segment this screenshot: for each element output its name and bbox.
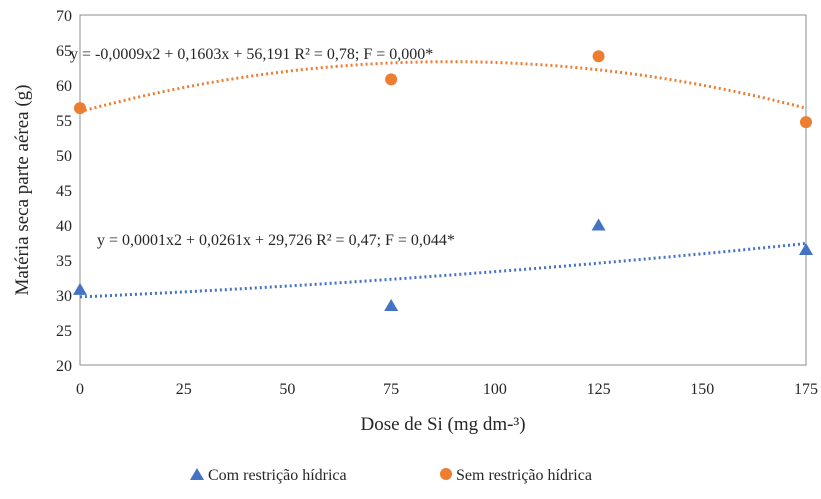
- y-tick-label: 25: [56, 323, 72, 340]
- y-tick-label: 45: [56, 183, 72, 200]
- y-tick-label: 40: [56, 218, 72, 235]
- y-tick-label: 50: [56, 148, 72, 165]
- y-axis-title: Matéria seca parte aérea (g): [12, 85, 33, 296]
- trendlines: [79, 60, 807, 299]
- trendline-series-0: [79, 242, 807, 299]
- data-points: [73, 50, 813, 311]
- y-tick-label: 30: [56, 288, 72, 305]
- x-tick-label: 50: [279, 381, 295, 398]
- data-point-series-1: [74, 102, 86, 115]
- y-tick-label: 20: [56, 358, 72, 375]
- x-axis-ticks: 0 25 50 75 100 125 150 175: [76, 381, 818, 398]
- legend-triangle-marker: [190, 468, 204, 480]
- x-tick-label: 0: [76, 381, 84, 398]
- legend-label-sem-restricao: Sem restrição hídrica: [456, 467, 592, 484]
- data-point-series-0: [799, 243, 813, 255]
- data-point-series-1: [385, 73, 398, 86]
- trendline-series-1: [79, 60, 807, 114]
- x-tick-label: 125: [587, 381, 611, 398]
- x-tick-label: 150: [690, 381, 714, 398]
- y-tick-label: 65: [56, 43, 72, 60]
- y-tick-label: 60: [56, 78, 72, 95]
- y-tick-label: 55: [56, 113, 72, 130]
- data-point-series-0: [591, 218, 606, 231]
- equation-sem-restricao: y = -0,0009x2 + 0,1603x + 56,191 R² = 0,…: [70, 46, 433, 63]
- y-axis-ticks: 20 25 30 35 40 45 50 55 60 65 70: [56, 8, 72, 375]
- y-tick-label: 35: [56, 253, 72, 270]
- plot-area-frame: [79, 14, 807, 366]
- equation-com-restricao: y = 0,0001x2 + 0,0261x + 29,726 R² = 0,4…: [97, 232, 455, 249]
- data-point-series-1: [592, 50, 605, 63]
- x-tick-label: 100: [483, 381, 507, 398]
- x-tick-label: 25: [176, 381, 192, 398]
- y-tick-label: 70: [56, 8, 72, 25]
- legend-label-com-restricao: Com restrição hídrica: [208, 467, 347, 484]
- data-point-series-0: [384, 299, 399, 311]
- data-point-series-0: [73, 282, 87, 295]
- legend: Com restrição hídrica Sem restrição hídr…: [190, 467, 592, 484]
- x-axis-title: Dose de Si (mg dm-³): [360, 414, 525, 435]
- legend-circle-marker: [440, 468, 452, 480]
- x-tick-label: 175: [794, 381, 818, 398]
- x-tick-label: 75: [383, 381, 399, 398]
- data-point-series-1: [800, 116, 812, 129]
